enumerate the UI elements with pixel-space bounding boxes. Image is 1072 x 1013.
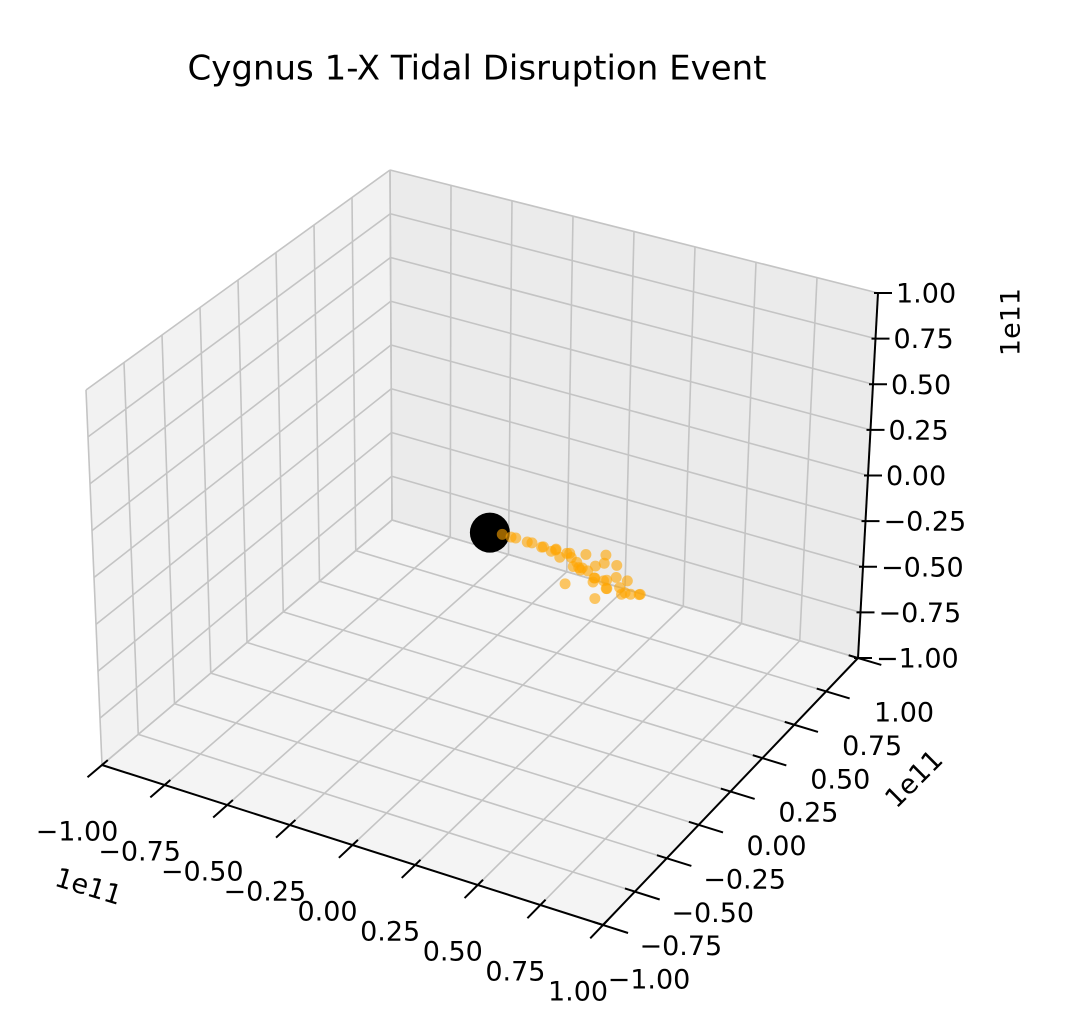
y-tick — [624, 887, 661, 901]
points — [469, 512, 646, 605]
data-point — [580, 548, 592, 560]
data-point — [589, 560, 601, 572]
z-tick-label: 0.00 — [886, 461, 946, 492]
data-point — [545, 545, 557, 557]
grid-line — [391, 387, 866, 522]
y-tick-label: −1.00 — [608, 965, 691, 996]
data-point — [536, 541, 548, 553]
grid-line — [99, 475, 393, 719]
x-tick — [526, 899, 547, 919]
grid-line — [283, 611, 763, 759]
grid-line — [319, 580, 795, 726]
grid-line — [246, 641, 731, 793]
grid-line — [93, 344, 392, 579]
z-tick-label: −0.75 — [879, 598, 962, 629]
y-tick — [784, 720, 819, 733]
x-tick-label: −1.00 — [36, 817, 119, 848]
data-point — [469, 512, 510, 553]
y-tick-label: 1.00 — [874, 698, 934, 729]
x-tick-label: 0.50 — [423, 937, 483, 968]
data-point — [600, 583, 612, 594]
grid-line — [138, 733, 636, 893]
data-point — [611, 559, 623, 571]
grid-line — [390, 344, 869, 477]
x-tick — [212, 799, 234, 819]
grid — [85, 169, 879, 926]
x-tick-label: 0.00 — [297, 897, 357, 928]
data-point — [559, 578, 571, 590]
grid-line — [174, 702, 667, 860]
y-tick-label: −0.25 — [703, 864, 786, 895]
x-tick — [463, 879, 484, 899]
grid-line — [89, 256, 391, 485]
y-tick — [688, 820, 724, 834]
grid-line — [85, 169, 391, 391]
data-point — [619, 587, 631, 599]
z-tick-label: −1.00 — [876, 644, 959, 675]
y-tick-label: 0.00 — [746, 831, 806, 862]
chart-title: Cygnus 1-X Tidal Disruption Event — [188, 49, 767, 89]
data-point — [600, 549, 612, 561]
z-tick-label: 0.25 — [889, 415, 949, 446]
grid-line — [91, 300, 392, 532]
grid-line — [390, 300, 871, 431]
data-point — [601, 574, 613, 586]
y-tick-label: 0.25 — [778, 798, 838, 829]
data-point — [588, 572, 600, 584]
y-tick — [720, 787, 755, 800]
x-tick-label: −0.50 — [161, 857, 244, 888]
x-tick — [401, 859, 422, 879]
x-tick-label: −0.25 — [224, 877, 307, 908]
x-tick-label: 1.00 — [548, 977, 608, 1008]
y-tick-label: −0.50 — [671, 898, 754, 929]
x-tick-label: 0.75 — [485, 957, 545, 988]
grid-line — [390, 256, 874, 386]
x-tick — [338, 839, 359, 859]
data-point — [634, 588, 646, 600]
grid-line — [390, 212, 876, 340]
grid-line — [391, 475, 861, 614]
data-point — [610, 571, 622, 583]
grid-line — [391, 431, 864, 568]
z-tick-label: 0.75 — [894, 324, 954, 355]
z-tick-label: 0.50 — [891, 370, 951, 401]
grid-line — [210, 672, 699, 826]
data-point — [589, 593, 601, 605]
x-tick-label: −0.75 — [98, 837, 181, 868]
x-tick — [275, 819, 297, 839]
x-tick-label: 0.25 — [360, 917, 420, 948]
z-tick-label: −0.25 — [884, 507, 967, 538]
grid-line — [95, 388, 392, 626]
grid-line — [101, 519, 393, 766]
data-point — [598, 557, 610, 569]
x-tick — [86, 759, 109, 779]
data-point — [621, 575, 633, 587]
data-point — [526, 537, 538, 549]
grid-line — [87, 213, 391, 438]
z-tick-label: −0.50 — [881, 552, 964, 583]
data-point — [565, 552, 577, 564]
y-tick — [592, 920, 629, 934]
x-tick — [589, 918, 609, 940]
z-offset-label: 1e11 — [996, 288, 1027, 356]
axes: −1.00−0.75−0.50−0.250.000.250.500.751.00… — [36, 279, 967, 1008]
data-point — [574, 564, 586, 576]
grid-line — [389, 169, 879, 294]
z-tick-label: 1.00 — [896, 279, 956, 310]
y-tick-label: 0.50 — [810, 764, 870, 795]
y-tick — [816, 687, 850, 700]
grid-line — [355, 549, 827, 693]
data-point — [496, 528, 508, 540]
y-tick — [656, 854, 692, 867]
y-tick — [752, 754, 787, 767]
data-point — [510, 532, 522, 544]
x-tick — [149, 779, 171, 799]
y-tick-label: 0.75 — [842, 731, 902, 762]
y-tick — [848, 654, 882, 666]
grid-line — [97, 431, 393, 672]
y-tick-label: −0.75 — [640, 931, 723, 962]
data-point — [554, 551, 566, 563]
